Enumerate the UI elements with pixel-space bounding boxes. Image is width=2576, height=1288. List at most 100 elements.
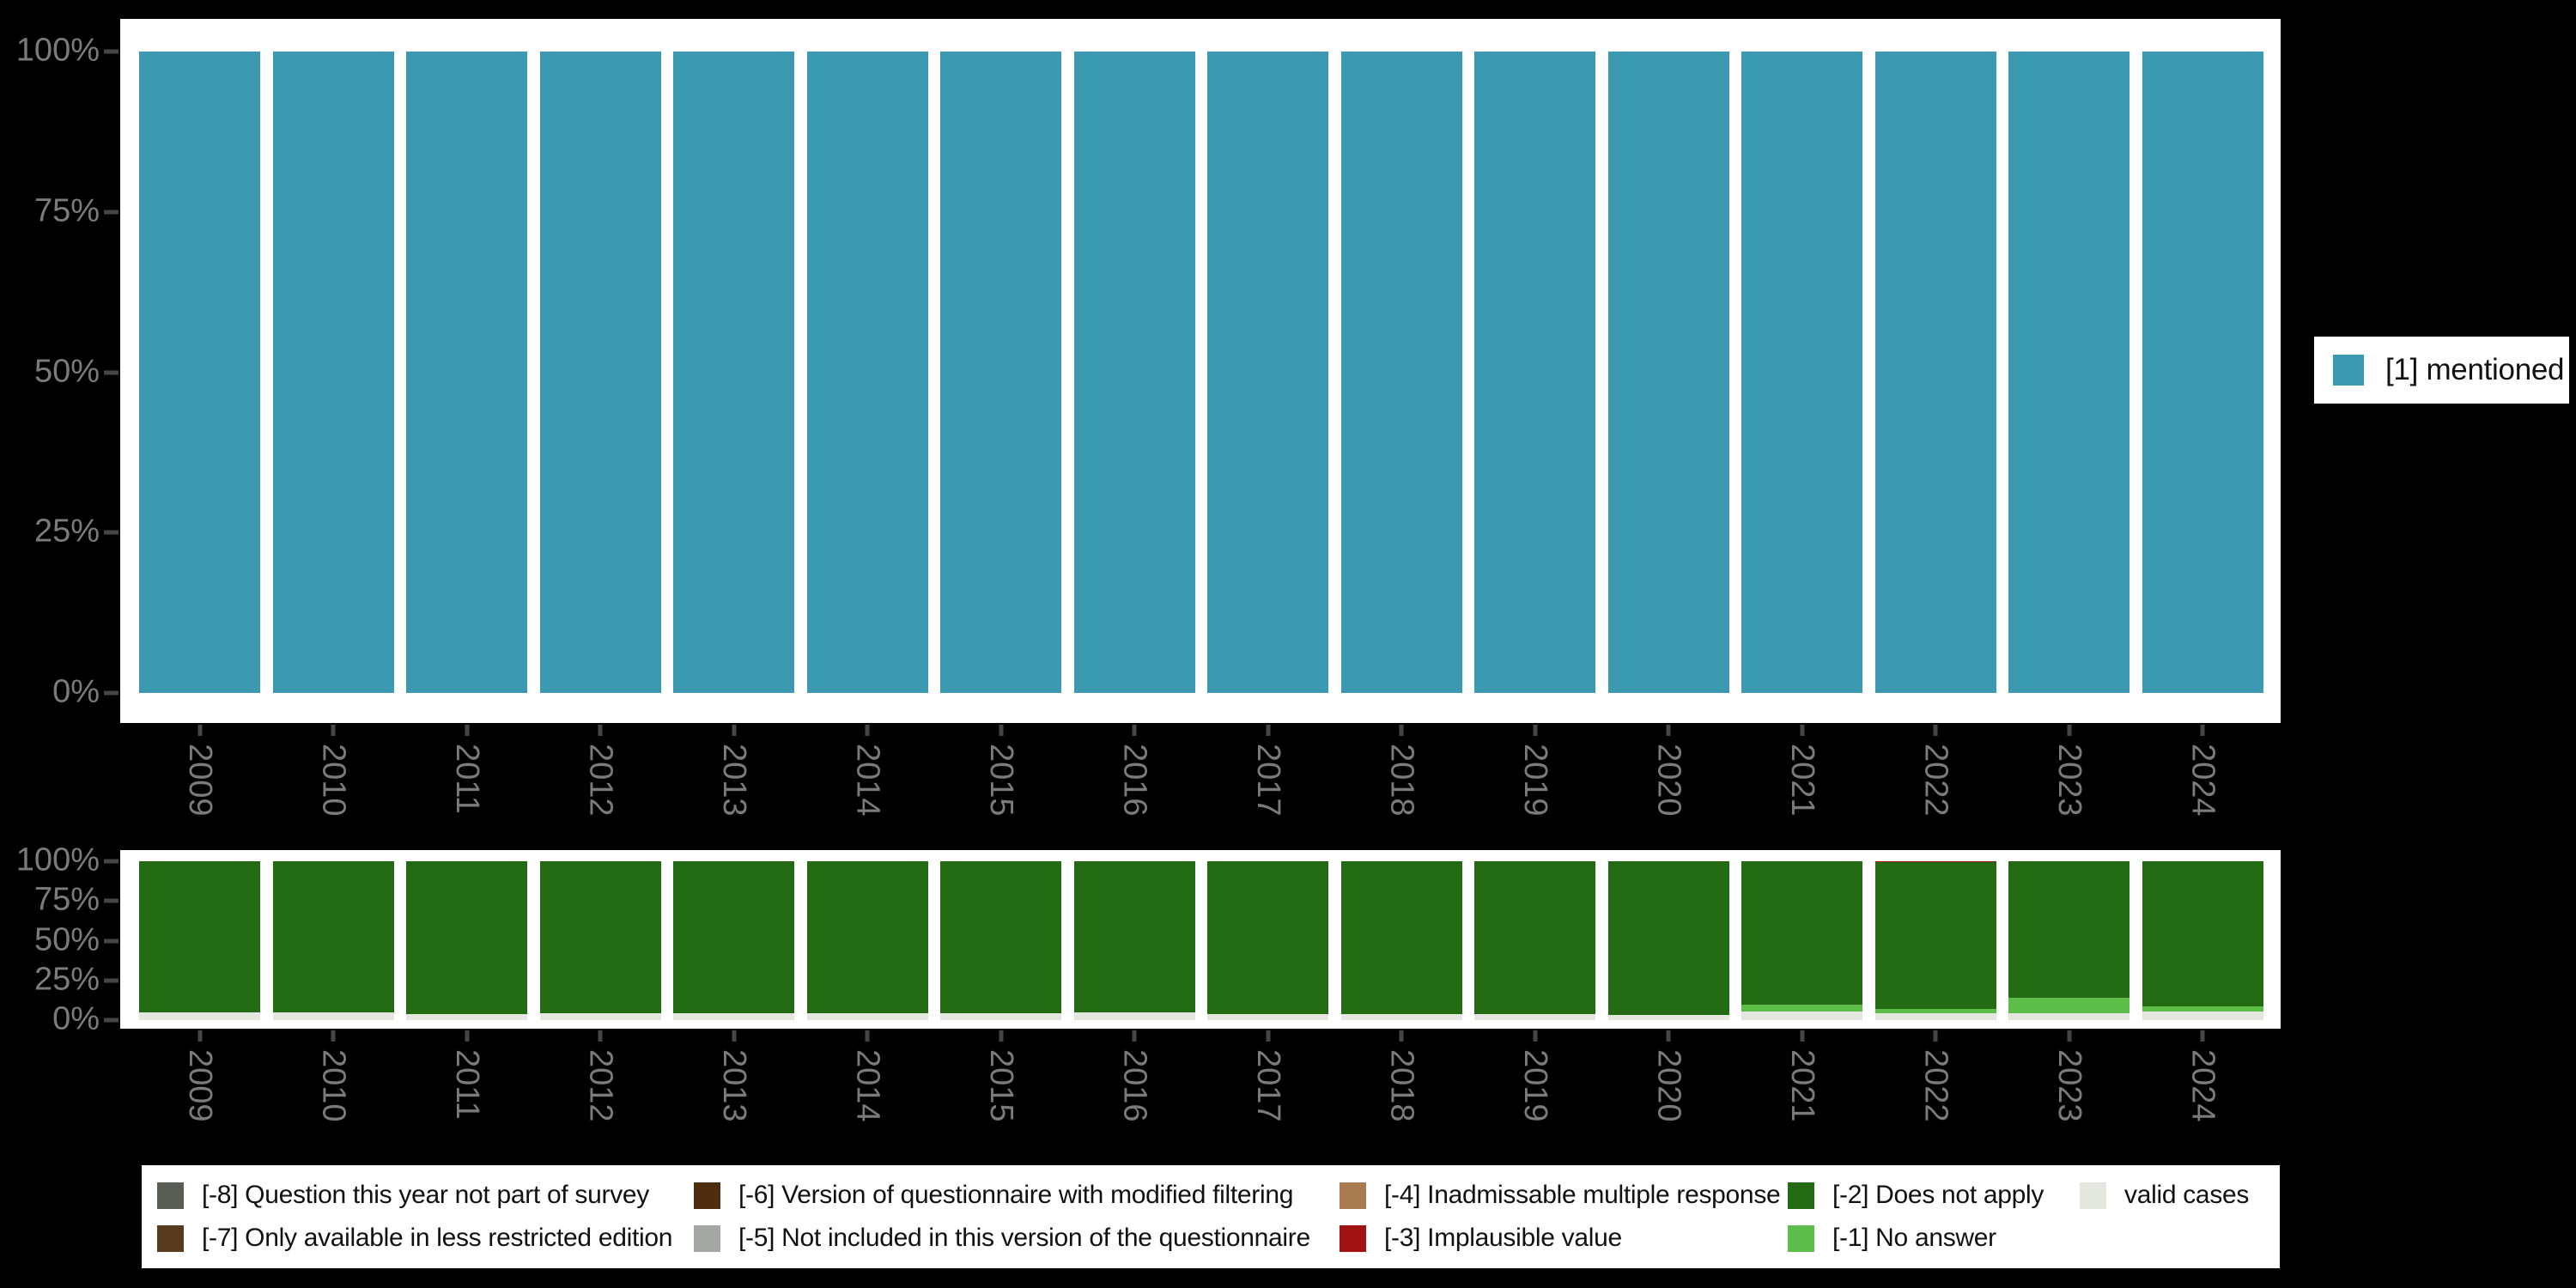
x-axis-label: 2010 <box>315 1049 352 1122</box>
x-axis-label: 2023 <box>2051 744 2087 817</box>
bar-segment-valid-cases <box>1607 1014 1729 1020</box>
x-axis-tick <box>465 725 469 736</box>
bar-segment-1-mentioned <box>673 52 794 693</box>
legend-label: valid cases <box>2124 1181 2250 1209</box>
bar-segment-1-no-answer <box>2142 1006 2263 1012</box>
legend-item-7-only-available-in-less-restricted-edition: [-7] Only available in less restricted e… <box>157 1220 672 1256</box>
y-axis-label: 50% <box>33 353 100 390</box>
x-axis-label: 2015 <box>983 1049 1019 1122</box>
legend-swatch-5-not-included-in-this-version-of-the-questionnaire <box>694 1224 720 1252</box>
y-axis-tick <box>104 49 118 54</box>
x-axis-tick <box>2067 1030 2071 1042</box>
bar-segment-1-mentioned <box>1874 52 1996 693</box>
bar-segment-valid-cases <box>1073 1012 1195 1020</box>
bar-segment-2-does-not-apply <box>1874 862 1996 1010</box>
x-axis-label: 2014 <box>849 1049 886 1122</box>
x-axis-tick <box>2067 725 2071 736</box>
bar-segment-valid-cases <box>139 1012 260 1020</box>
bar-segment-valid-cases <box>1474 1013 1595 1020</box>
x-axis-label: 2021 <box>1784 1049 1820 1122</box>
legend-swatch-2-does-not-apply <box>1788 1182 1814 1209</box>
x-axis-label: 2014 <box>849 744 886 817</box>
bar-segment-1-mentioned <box>1741 52 1862 693</box>
x-axis-tick <box>1933 1030 1938 1042</box>
bar-segment-1-mentioned <box>539 52 661 693</box>
y-axis-tick <box>104 859 118 864</box>
x-axis-tick <box>999 1030 1003 1042</box>
legend-swatch-6-version-of-questionnaire-with-modified-filtering <box>694 1182 720 1209</box>
bar-segment-2-does-not-apply <box>139 861 260 1012</box>
frequencies-legend: [1] mentioned <box>2314 337 2569 404</box>
x-axis-tick <box>1800 725 1804 736</box>
bar-segment-valid-cases <box>539 1012 661 1020</box>
x-axis-tick <box>732 725 736 736</box>
bar-segment-valid-cases <box>1207 1013 1328 1020</box>
bar-segment-valid-cases <box>806 1012 928 1020</box>
y-axis-label: 75% <box>33 192 100 229</box>
x-axis-tick <box>331 725 336 736</box>
bar-segment-1-no-answer <box>2008 998 2129 1013</box>
bar-segment-1-mentioned <box>1607 52 1729 693</box>
legend-item-valid-cases: valid cases <box>2080 1177 2249 1213</box>
bar-segment-valid-cases <box>1874 1012 1996 1020</box>
x-axis-tick <box>1533 1030 1537 1042</box>
x-axis-tick <box>465 1030 469 1042</box>
bar-segment-valid-cases <box>1741 1011 1862 1020</box>
x-axis-label: 2017 <box>1250 744 1286 817</box>
x-axis-label: 2012 <box>582 1049 619 1122</box>
x-axis-tick <box>1132 725 1137 736</box>
bar-segment-1-mentioned <box>940 52 1061 693</box>
bar-segment-1-no-answer <box>1874 1009 1996 1013</box>
y-axis-label: 75% <box>33 881 100 918</box>
bar-segment-2-does-not-apply <box>940 861 1061 1013</box>
bar-segment-1-mentioned <box>1073 52 1195 693</box>
x-axis-tick <box>197 725 202 736</box>
legend-swatch-1-mentioned <box>2333 355 2364 386</box>
x-axis-label: 2016 <box>1116 744 1153 817</box>
y-axis-tick <box>104 978 118 983</box>
bar-segment-valid-cases <box>1340 1013 1462 1020</box>
x-axis-tick <box>1666 1030 1671 1042</box>
x-axis-tick <box>2200 725 2205 736</box>
y-axis-label: 100% <box>15 841 100 878</box>
x-axis-label: 2019 <box>1517 1049 1553 1122</box>
x-axis-label: 2013 <box>716 744 752 817</box>
x-axis-label: 2017 <box>1250 1049 1286 1122</box>
legend-swatch-1-no-answer <box>1788 1224 1814 1252</box>
bar-segment-1-mentioned <box>139 52 260 693</box>
plot-panel-frequencies-by-year <box>120 19 2281 723</box>
bar-segment-1-mentioned <box>1474 52 1595 693</box>
bar-segment-1-mentioned <box>806 52 928 693</box>
bar-segment-2-does-not-apply <box>673 861 794 1013</box>
x-axis-tick <box>1399 725 1404 736</box>
x-axis-label: 2020 <box>1650 744 1687 817</box>
x-axis-tick <box>197 1030 202 1042</box>
x-axis-label: 2021 <box>1784 744 1820 817</box>
x-axis-label: 2018 <box>1383 744 1420 817</box>
x-axis-tick <box>1132 1030 1137 1042</box>
legend-label: [-8] Question this year not part of surv… <box>202 1181 649 1209</box>
x-axis-tick <box>1266 725 1270 736</box>
x-axis-tick <box>1266 1030 1270 1042</box>
x-axis-tick <box>1533 725 1537 736</box>
x-axis-label: 2015 <box>983 744 1019 817</box>
x-axis-label: 2009 <box>182 744 218 817</box>
bar-segment-2-does-not-apply <box>406 861 527 1014</box>
bar-segment-1-mentioned <box>2142 52 2263 693</box>
bar-segment-1-mentioned <box>406 52 527 693</box>
bar-segment-valid-cases <box>940 1012 1061 1020</box>
x-axis-label: 2018 <box>1383 1049 1420 1122</box>
y-axis-label: 25% <box>33 961 100 998</box>
bar-segment-valid-cases <box>272 1012 394 1020</box>
legend-swatch-8-question-this-year-not-part-of-survey <box>157 1182 184 1209</box>
legend-label: [-6] Version of questionnaire with modif… <box>738 1181 1294 1209</box>
bar-segment-valid-cases <box>673 1012 794 1020</box>
legend-item-4-inadmissable-multiple-response: [-4] Inadmissable multiple response <box>1340 1177 1781 1213</box>
legend-swatch-valid-cases <box>2080 1182 2106 1209</box>
y-axis-tick <box>104 898 118 903</box>
x-axis-tick <box>1933 725 1938 736</box>
x-axis-tick <box>732 1030 736 1042</box>
missing-codes-legend: [-8] Question this year not part of surv… <box>142 1165 2280 1268</box>
legend-item-3-implausible-value: [-3] Implausible value <box>1340 1220 1622 1256</box>
legend-swatch-3-implausible-value <box>1340 1224 1366 1252</box>
